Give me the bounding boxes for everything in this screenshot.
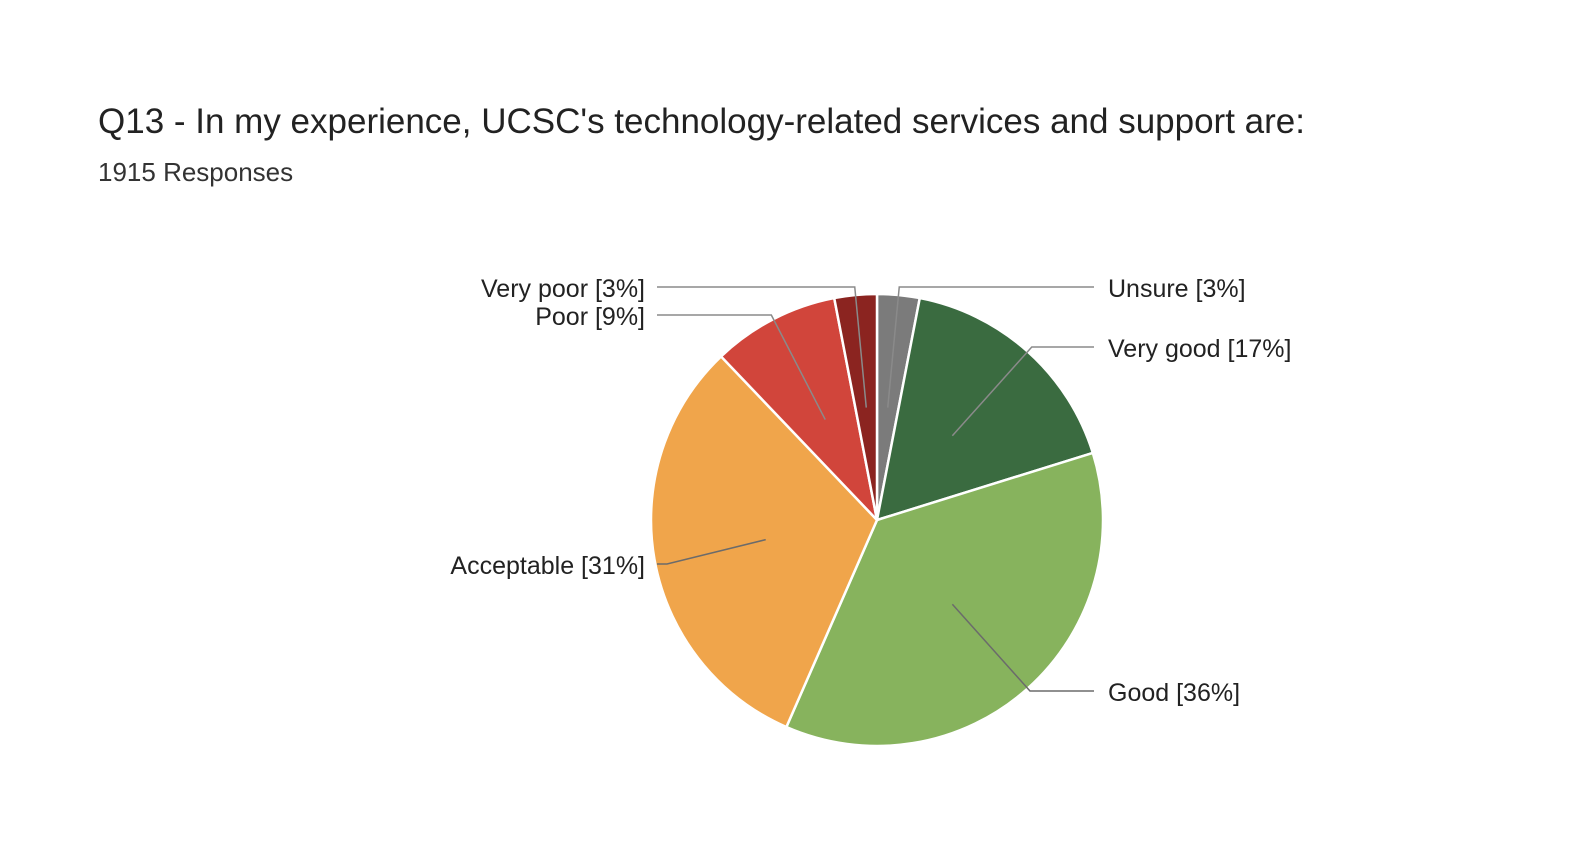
pie-slices xyxy=(649,292,1105,748)
leader-line-good xyxy=(951,603,1094,692)
pie-slice-acceptable[interactable] xyxy=(649,355,879,729)
slice-label-good: Good [36%] xyxy=(1108,679,1240,707)
leader-lines xyxy=(657,286,1094,692)
leader-line-poor xyxy=(657,314,826,420)
chart-subtitle: 1915 Responses xyxy=(98,157,294,187)
slice-label-very-poor: Very poor [3%] xyxy=(481,275,645,303)
slice-label-acceptable: Acceptable [31%] xyxy=(450,552,645,580)
leader-line-very-good xyxy=(951,346,1094,437)
leader-line-acceptable xyxy=(657,538,766,565)
leader-line-very-poor xyxy=(657,286,868,408)
chart-title: Q13 - In my experience, UCSC's technolog… xyxy=(98,102,1305,141)
leader-line-unsure xyxy=(886,286,1094,408)
slice-labels: Unsure [3%] Very good [17%] Good [36%] Acce… xyxy=(450,275,1291,707)
slice-label-unsure: Unsure [3%] xyxy=(1108,275,1246,303)
slice-label-very-good: Very good [17%] xyxy=(1108,335,1291,363)
slice-label-poor: Poor [9%] xyxy=(535,303,645,331)
